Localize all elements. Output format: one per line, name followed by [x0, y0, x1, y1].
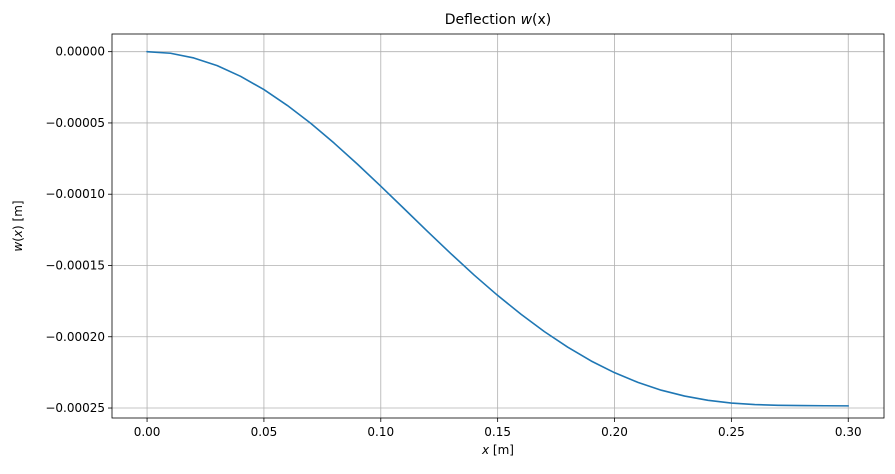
- y-tick-label: −0.00010: [45, 187, 105, 201]
- x-axis-label: x [m]: [481, 443, 514, 457]
- x-axis-ticks: 0.00 0.05 0.10 0.15 0.20 0.25 0.30: [134, 418, 862, 439]
- x-tick-label: 0.10: [367, 425, 394, 439]
- y-axis-label: w(x) [m]: [11, 200, 25, 251]
- deflection-series-line: [146, 50, 850, 407]
- y-axis-ticks: 0.00000 −0.00005 −0.00010 −0.00015 −0.00020 −…: [45, 45, 112, 415]
- series-layer: [146, 50, 850, 407]
- y-tick-label: 0.00000: [55, 45, 105, 59]
- x-tick-label: 0.25: [718, 425, 745, 439]
- x-tick-label: 0.15: [484, 425, 511, 439]
- y-tick-label: −0.00005: [45, 116, 105, 130]
- chart-title: Deflection w(x): [445, 12, 551, 28]
- x-tick-label: 0.20: [601, 425, 628, 439]
- grid: [112, 34, 884, 418]
- y-tick-label: −0.00020: [45, 330, 105, 344]
- x-tick-label: 0.30: [835, 425, 862, 439]
- x-tick-label: 0.05: [251, 425, 278, 439]
- y-tick-label: −0.00025: [45, 401, 105, 415]
- y-tick-label: −0.00015: [45, 258, 105, 272]
- x-tick-label: 0.00: [134, 425, 161, 439]
